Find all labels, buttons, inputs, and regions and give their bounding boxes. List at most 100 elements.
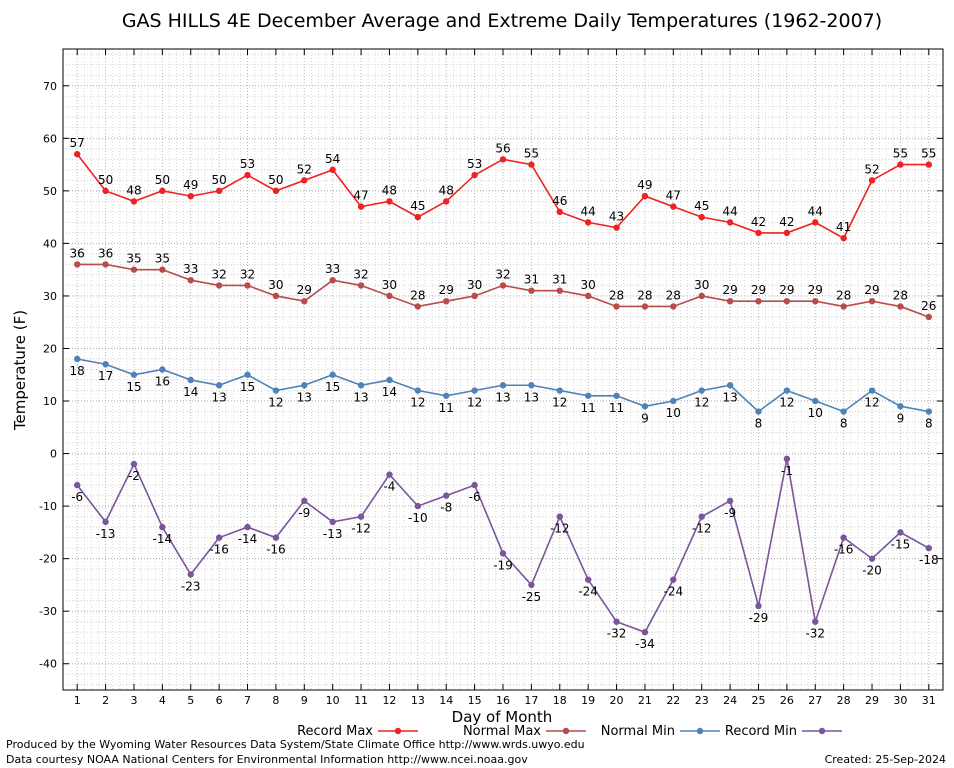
- record-min-data-label: -2: [128, 469, 140, 483]
- x-tick-label: 7: [244, 694, 251, 707]
- normal-max-data-label: 32: [240, 267, 255, 281]
- record-max-data-label: 53: [467, 157, 482, 171]
- normal-min-data-label: 16: [155, 375, 170, 389]
- normal-max-point: [329, 276, 336, 284]
- normal-min-data-label: 12: [467, 396, 482, 410]
- record-min-data-label: -6: [469, 490, 481, 504]
- record-min-data-label: -16: [834, 543, 854, 557]
- normal-min-point: [102, 361, 109, 368]
- x-tick-label: 5: [187, 694, 194, 707]
- y-tick-label: -20: [39, 553, 57, 566]
- record-min-data-label: -23: [181, 579, 201, 593]
- normal-min-data-label: 13: [211, 390, 226, 404]
- normal-min-data-label: 9: [641, 411, 649, 425]
- legend-marker-normal-max: [562, 727, 570, 735]
- record-max-point: [641, 192, 649, 200]
- normal-min-point: [187, 376, 194, 384]
- record-max-data-label: 49: [183, 178, 198, 192]
- record-max-point: [726, 219, 734, 226]
- normal-min-point: [301, 382, 308, 389]
- normal-min-point: [215, 382, 223, 389]
- normal-max-point: [925, 313, 933, 321]
- normal-min-data-label: 14: [382, 385, 397, 399]
- record-max-data-label: 56: [495, 141, 510, 155]
- record-max-point: [102, 187, 109, 195]
- record-max-point: [925, 161, 933, 168]
- x-tick-label: 4: [159, 694, 166, 707]
- normal-min-data-label: 15: [240, 380, 255, 394]
- y-tick-label: 50: [43, 185, 57, 198]
- footer-credit-line1: Produced by the Wyoming Water Resources …: [6, 738, 585, 751]
- normal-max-data-label: 33: [325, 262, 340, 276]
- normal-min-data-label: 8: [755, 417, 763, 431]
- normal-min-point: [670, 397, 677, 405]
- normal-min-data-label: 11: [439, 401, 454, 415]
- record-max-point: [670, 203, 677, 210]
- y-tick-label: 70: [43, 80, 57, 93]
- normal-max-point: [726, 297, 734, 305]
- record-min-point: [868, 555, 876, 562]
- record-min-data-label: -25: [522, 590, 542, 604]
- record-max-point: [499, 156, 507, 163]
- record-min-point: [102, 518, 109, 526]
- record-min-point: [329, 518, 336, 526]
- normal-max-data-label: 33: [183, 262, 198, 276]
- record-max-data-label: 50: [211, 173, 226, 187]
- normal-min-data-label: 14: [183, 385, 198, 399]
- normal-max-point: [840, 303, 847, 310]
- record-max-point: [73, 150, 81, 158]
- record-max-data-label: 46: [552, 194, 567, 208]
- record-max-data-label: 48: [126, 183, 141, 197]
- normal-max-point: [73, 261, 81, 268]
- record-max-data-label: 44: [581, 204, 596, 218]
- normal-min-data-label: 12: [552, 396, 567, 410]
- record-min-data-label: -10: [408, 511, 428, 525]
- normal-min-point: [272, 387, 280, 394]
- record-max-data-label: 47: [666, 189, 681, 203]
- normal-max-data-label: 28: [637, 288, 652, 302]
- record-max-data-label: 47: [353, 189, 368, 203]
- normal-min-point: [329, 371, 336, 378]
- normal-max-point: [301, 297, 308, 305]
- record-max-data-label: 48: [439, 183, 454, 197]
- normal-min-data-label: 8: [925, 417, 933, 431]
- legend-label-record-min: Record Min: [725, 724, 797, 739]
- normal-min-point: [925, 408, 933, 415]
- record-min-point: [272, 534, 280, 541]
- normal-max-point: [130, 266, 138, 273]
- normal-min-data-label: 17: [98, 369, 113, 383]
- record-min-data-label: -18: [919, 553, 939, 567]
- x-tick-label: 29: [865, 694, 879, 707]
- normal-min-point: [443, 392, 450, 399]
- normal-max-point: [443, 297, 450, 305]
- record-max-point: [783, 229, 791, 237]
- normal-max-data-label: 31: [524, 273, 539, 287]
- x-tick-label: 17: [524, 694, 538, 707]
- record-min-point: [783, 455, 791, 463]
- record-max-point: [840, 234, 847, 242]
- footer-credit-line2: Data courtesy NOAA National Centers for …: [6, 753, 528, 766]
- record-max-point: [613, 224, 620, 231]
- record-min-point: [215, 534, 223, 541]
- y-tick-label: 20: [43, 342, 57, 355]
- record-min-point: [726, 497, 734, 505]
- normal-min-point: [584, 392, 592, 399]
- normal-max-data-label: 31: [552, 273, 567, 287]
- record-min-point: [812, 618, 819, 625]
- record-max-point: [244, 171, 251, 179]
- normal-max-point: [159, 266, 166, 273]
- record-min-point: [840, 534, 847, 541]
- record-max-data-label: 50: [155, 173, 170, 187]
- record-min-point: [670, 576, 677, 583]
- record-min-data-label: -4: [383, 480, 395, 494]
- x-tick-label: 30: [893, 694, 907, 707]
- legend-label-normal-min: Normal Min: [601, 724, 675, 739]
- record-max-data-label: 44: [808, 204, 823, 218]
- normal-max-point: [414, 303, 422, 310]
- x-tick-label: 18: [553, 694, 567, 707]
- normal-min-data-label: 12: [779, 396, 794, 410]
- normal-min-data-label: 13: [722, 390, 737, 404]
- record-min-point: [613, 618, 620, 625]
- record-max-data-label: 55: [524, 147, 539, 161]
